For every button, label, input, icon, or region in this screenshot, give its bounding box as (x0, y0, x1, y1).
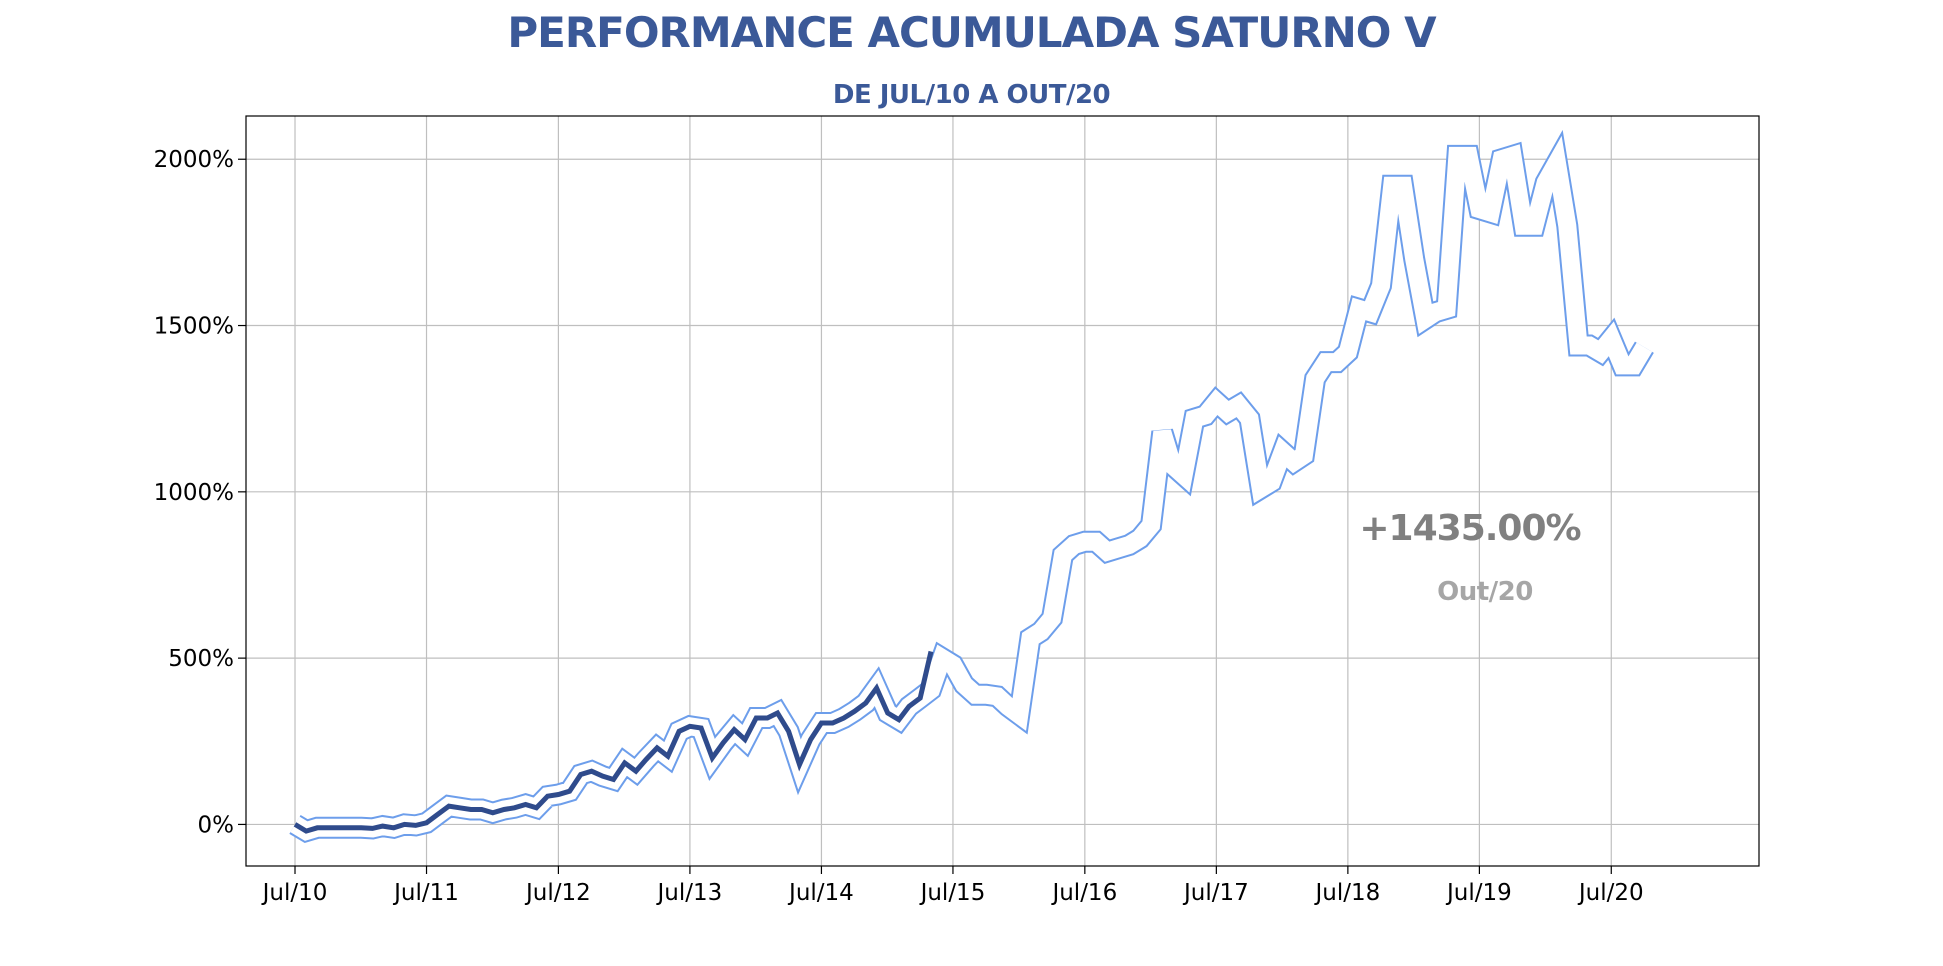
final-date-annotation: Out/20 (1437, 577, 1533, 607)
grid-lines (246, 116, 1759, 866)
chart-title: PERFORMANCE ACUMULADA SATURNO V (507, 8, 1436, 57)
x-tick-label: Jul/13 (656, 880, 723, 906)
x-tick-label: Jul/15 (919, 880, 986, 906)
x-tick-label: Jul/20 (1577, 880, 1644, 906)
final-return-annotation: +1435.00% (1359, 508, 1580, 549)
y-tick-label: 1500% (154, 314, 234, 340)
x-tick-label: Jul/14 (787, 880, 854, 906)
x-tick-label: Jul/18 (1313, 880, 1380, 906)
x-tick-label: Jul/12 (524, 880, 591, 906)
y-axis: 0% 500% 1000% 1500% 2000% (154, 147, 246, 838)
series-line-dark (293, 650, 934, 834)
y-tick-label: 500% (168, 646, 234, 672)
series-line-outline-fill (290, 135, 1653, 841)
y-tick-label: 2000% (154, 147, 234, 173)
series-lines (289, 129, 1654, 844)
x-tick-label: Jul/16 (1050, 880, 1117, 906)
x-tick-label: Jul/19 (1445, 880, 1512, 906)
x-tick-label: Jul/11 (392, 880, 459, 906)
y-tick-label: 1000% (154, 480, 234, 506)
x-tick-label: Jul/10 (261, 880, 328, 906)
x-tick-label: Jul/17 (1182, 880, 1249, 906)
x-axis: Jul/10 Jul/11 Jul/12 Jul/13 Jul/14 Jul/15 Jul/… (261, 866, 1644, 906)
chart-subtitle: DE JUL/10 A OUT/20 (832, 80, 1111, 110)
plot-frame (245, 115, 1760, 867)
y-tick-label: 0% (198, 812, 235, 838)
